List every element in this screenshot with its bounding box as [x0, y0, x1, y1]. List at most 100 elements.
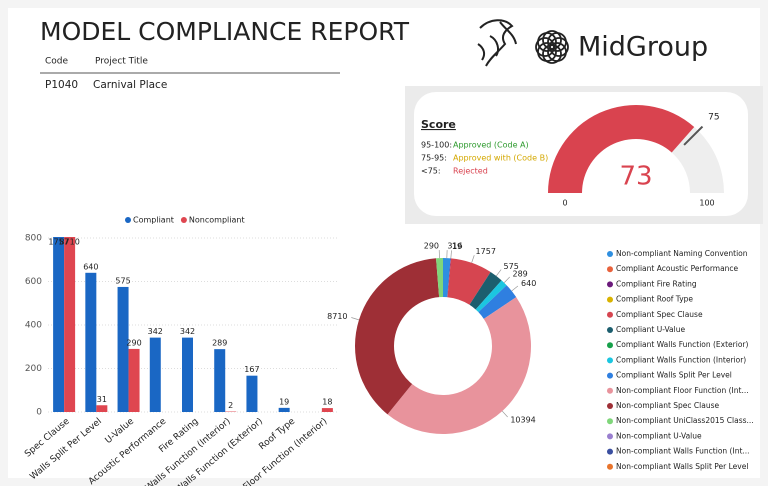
data-label: 640 [83, 262, 98, 271]
data-label: 640 [521, 279, 536, 288]
bar [53, 237, 65, 412]
data-label: 289 [512, 270, 527, 279]
gauge-target [683, 125, 704, 146]
data-label: 316 [447, 242, 462, 251]
data-label: 575 [504, 262, 519, 271]
data-label: 167 [244, 365, 259, 374]
data-label: 19 [279, 397, 289, 406]
gauge-target-label: 75 [708, 112, 719, 122]
y-tick-label: 600 [25, 277, 42, 287]
legend-swatch [607, 418, 613, 425]
brand-name: MidGroup [578, 32, 708, 63]
bar [214, 349, 226, 412]
bar [128, 348, 140, 412]
y-tick-label: 400 [25, 321, 42, 331]
legend-swatch [607, 403, 613, 409]
flower-logo [535, 30, 569, 64]
leader-line [503, 276, 510, 283]
legend-swatch [180, 217, 187, 223]
gauge-title: Score [421, 118, 456, 131]
legend-label: Non-compliant U-Value [616, 431, 702, 440]
donut-slice [443, 258, 451, 298]
report-title: MODEL COMPLIANCE REPORT [40, 17, 410, 46]
legend-swatch [607, 311, 613, 318]
code-label: Code [45, 57, 69, 67]
data-label: 2 [228, 401, 233, 410]
leader-line [501, 410, 508, 418]
donut-slice [436, 258, 443, 298]
leader-line [351, 317, 360, 321]
lion-logo [477, 19, 517, 67]
legend-label: Compliant [133, 216, 174, 225]
gauge-min: 0 [562, 199, 567, 208]
donut-slice [447, 258, 452, 298]
legend-label: Non-compliant Walls Split Per Level [616, 462, 748, 471]
data-label: 290 [126, 338, 141, 347]
data-label: 289 [212, 339, 227, 348]
legend-label: Compliant Acoustic Performance [616, 264, 739, 273]
legend-label: Compliant Walls Split Per Level [616, 371, 732, 380]
legend-label: Compliant Walls Function (Interior) [616, 355, 746, 364]
legend-swatch [607, 342, 613, 349]
legend-swatch [607, 387, 613, 394]
data-label: 290 [424, 242, 439, 251]
gauge-legend-label: Approved with (Code B) [453, 154, 548, 163]
bar [85, 272, 97, 412]
legend-swatch [125, 217, 131, 223]
bar [321, 408, 333, 412]
legend-swatch [607, 463, 613, 470]
data-label: 575 [115, 276, 130, 285]
bar [96, 405, 108, 412]
data-label: 342 [148, 327, 163, 336]
legend-swatch [607, 281, 613, 288]
project-value: Carnival Place [93, 79, 167, 91]
leader-line [496, 269, 502, 277]
donut-slice [475, 280, 507, 313]
leader-line [511, 285, 519, 292]
bar [246, 375, 258, 412]
gauge-fill [548, 105, 695, 193]
legend-swatch [607, 448, 613, 455]
donut-slice [447, 258, 491, 305]
legend-label: Non-compliant Walls Function (Int... [616, 447, 750, 456]
y-tick-label: 0 [36, 408, 42, 418]
bar [182, 337, 193, 412]
gauge-value: 73 [619, 162, 652, 192]
legend-label: Compliant Walls Function (Exterior) [616, 340, 749, 349]
legend-swatch [607, 357, 613, 364]
data-label: 18 [322, 398, 332, 407]
gauge-max: 100 [699, 199, 714, 208]
project-label: Project Title [95, 57, 148, 67]
legend-swatch [607, 327, 613, 333]
gauge-legend-range: 95-100: [421, 141, 452, 150]
plot-area [53, 237, 333, 412]
gauge-legend-label: Rejected [453, 167, 488, 176]
legend-label: Compliant U-Value [616, 325, 685, 334]
legend-swatch [607, 266, 613, 273]
donut-slice [354, 258, 440, 415]
donut-slice [387, 297, 531, 435]
legend-swatch [607, 372, 613, 379]
legend-label: Compliant Roof Type [616, 295, 693, 304]
bar [117, 286, 129, 412]
gauge-legend-label: Approved (Code A) [453, 141, 529, 150]
y-tick-label: 800 [25, 234, 42, 244]
legend-swatch [607, 433, 613, 440]
code-value: P1040 [45, 79, 78, 91]
data-label: 31 [97, 395, 107, 404]
legend-label: Non-compliant UniClass2015 Class... [616, 416, 754, 425]
legend-label: Non-compliant Floor Function (Int... [616, 386, 749, 395]
legend-label: Compliant Spec Clause [616, 310, 703, 319]
data-label: 10394 [510, 415, 535, 424]
legend-swatch [607, 296, 613, 303]
donut-slice [478, 285, 517, 319]
legend-swatch [607, 251, 613, 257]
y-tick-label: 200 [25, 364, 42, 374]
data-label: 1757 [476, 247, 496, 256]
data-label: 342 [180, 327, 195, 336]
gauge-legend-range: <75: [421, 167, 441, 176]
donut-slice [469, 271, 502, 310]
leader-line [471, 255, 475, 263]
legend-label: Noncompliant [189, 216, 245, 225]
